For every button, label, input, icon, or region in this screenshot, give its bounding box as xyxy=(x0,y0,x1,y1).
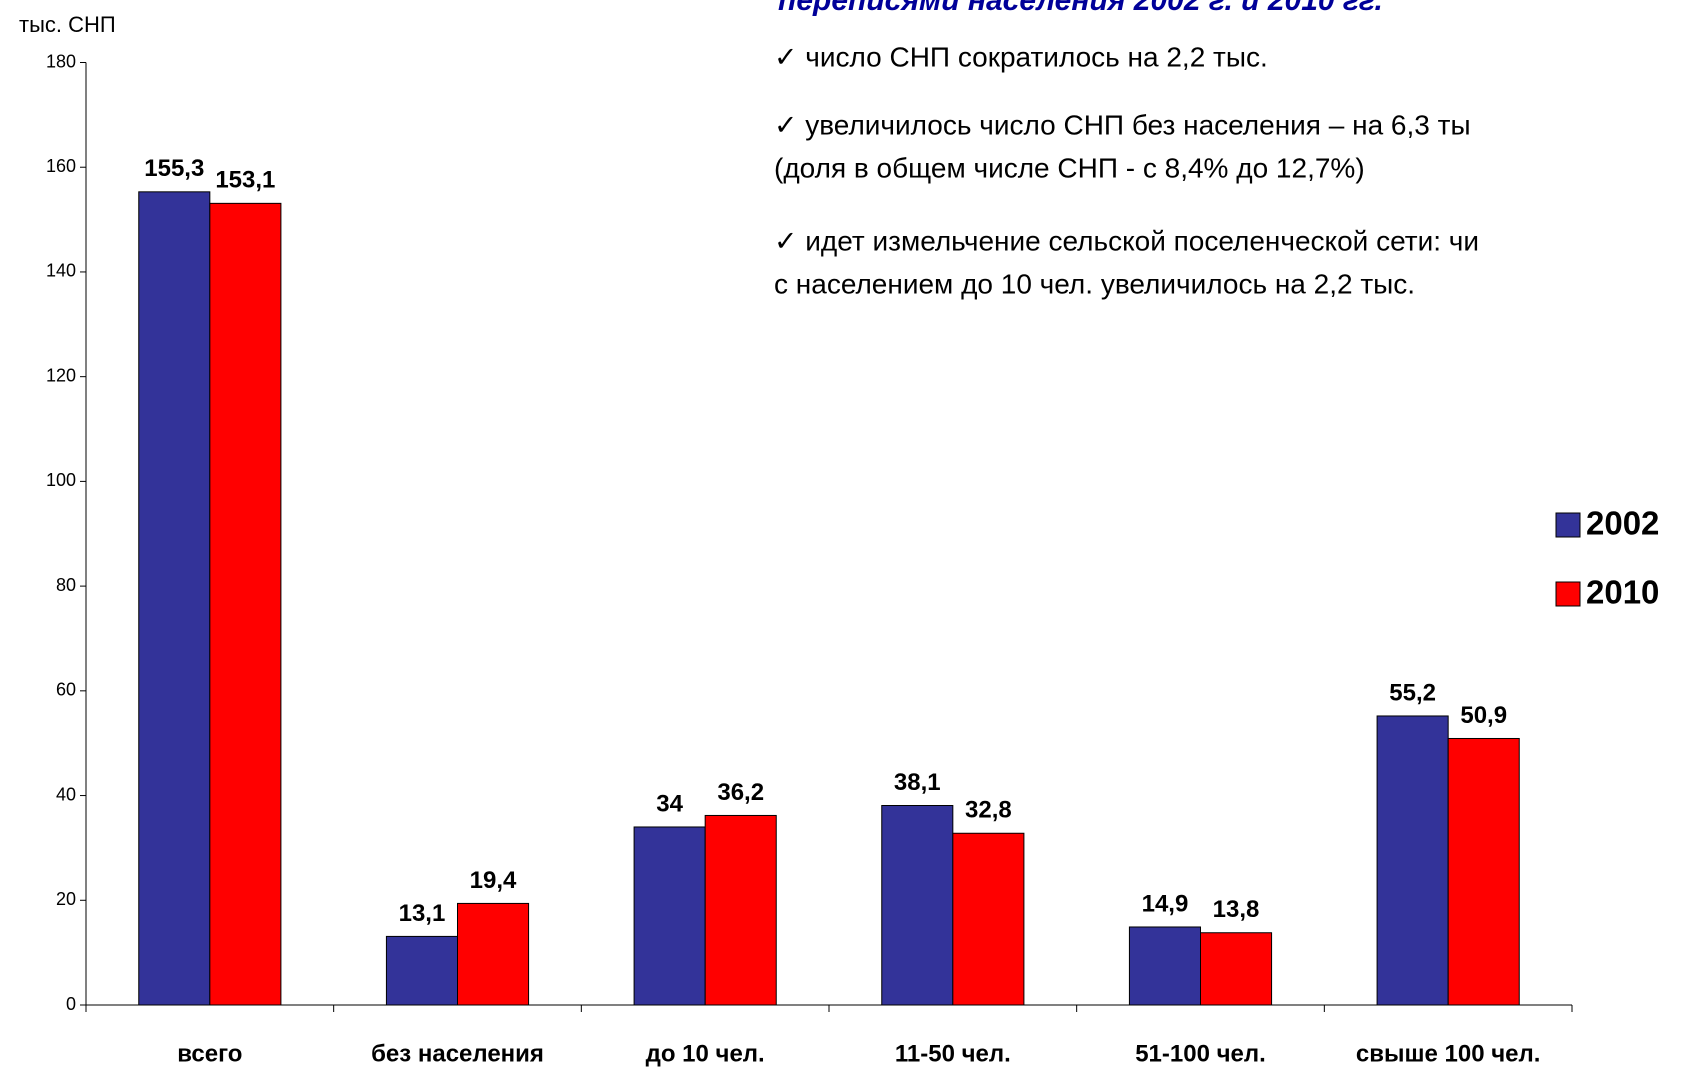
x-tick-label: 51-100 чел. xyxy=(1135,1040,1266,1067)
bar xyxy=(881,805,954,1006)
bar xyxy=(952,832,1025,1006)
bar xyxy=(1447,737,1520,1006)
value-label: 153,1 xyxy=(215,167,275,194)
note: ✓ увеличилось число СНП без населения – … xyxy=(774,109,1471,140)
y-tick-label: 120 xyxy=(46,365,76,385)
note: с населением до 10 чел. увеличилось на 2… xyxy=(774,268,1415,299)
bar xyxy=(1200,932,1273,1006)
y-tick-label: 160 xyxy=(46,156,76,176)
y-axis-label: тыс. СНП xyxy=(19,12,116,37)
legend-swatch xyxy=(1555,581,1581,607)
x-tick-label: свыше 100 чел. xyxy=(1356,1040,1541,1067)
bar xyxy=(633,826,706,1006)
y-tick-label: 100 xyxy=(46,470,76,490)
note: ✓ идет измельчение сельской поселенческо… xyxy=(774,225,1479,256)
value-label: 34 xyxy=(656,790,683,817)
chart-title: переписями населения 2002 г. и 2010 гг. xyxy=(778,0,1383,17)
bar xyxy=(1128,926,1202,1006)
x-tick-label: до 10 чел. xyxy=(646,1040,765,1067)
y-tick-label: 40 xyxy=(56,784,76,804)
y-tick-label: 80 xyxy=(56,575,76,595)
x-tick-label: 11-50 чел. xyxy=(895,1040,1011,1067)
y-tick-label: 140 xyxy=(46,261,76,281)
bar xyxy=(1376,715,1449,1006)
y-tick-label: 20 xyxy=(56,889,76,909)
bar xyxy=(457,902,530,1006)
bar xyxy=(704,814,777,1006)
bar xyxy=(385,935,459,1006)
value-label: 13,8 xyxy=(1213,896,1260,923)
value-label: 36,2 xyxy=(717,779,764,806)
bar xyxy=(138,191,211,1006)
y-tick-label: 0 xyxy=(66,994,76,1014)
y-tick-label: 60 xyxy=(56,680,76,700)
legend-swatch xyxy=(1555,512,1581,538)
value-label: 155,3 xyxy=(144,155,204,182)
legend-label: 2002 xyxy=(1586,505,1659,542)
legend-label: 2010 xyxy=(1586,574,1659,611)
value-label: 32,8 xyxy=(965,797,1012,824)
value-label: 19,4 xyxy=(470,867,517,894)
value-label: 55,2 xyxy=(1389,679,1436,706)
bar xyxy=(209,202,282,1006)
value-label: 13,1 xyxy=(399,900,446,927)
note: (доля в общем числе СНП - с 8,4% до 12,7… xyxy=(774,152,1365,183)
value-label: 14,9 xyxy=(1142,890,1189,917)
y-tick-label: 180 xyxy=(46,51,76,71)
value-label: 38,1 xyxy=(894,769,941,796)
value-label: 50,9 xyxy=(1460,702,1507,729)
x-tick-label: без населения xyxy=(371,1040,544,1067)
note: ✓ число СНП сократилось на 2,2 тыс. xyxy=(774,41,1268,72)
x-tick-label: всего xyxy=(177,1040,242,1067)
